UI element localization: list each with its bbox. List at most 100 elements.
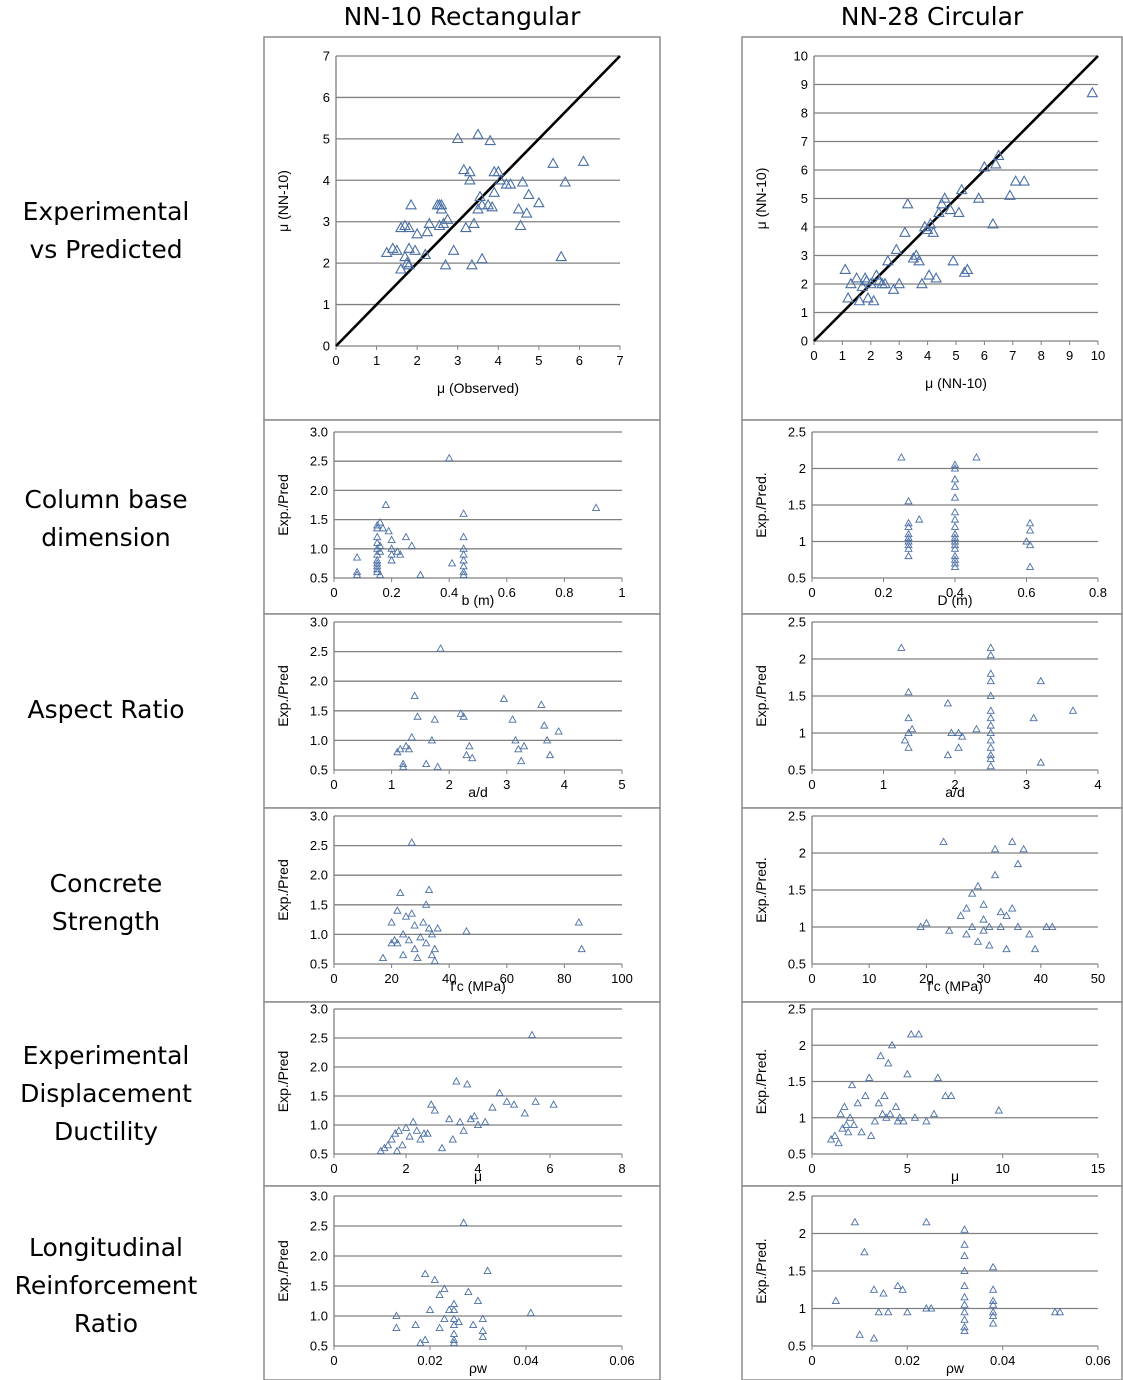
data-point xyxy=(413,712,422,720)
data-point xyxy=(445,453,454,462)
data-point xyxy=(950,493,960,501)
x-tick-label: 2 xyxy=(867,348,874,363)
x-tick-label: 0.6 xyxy=(498,585,516,600)
data-point xyxy=(1013,859,1023,868)
y-tick-label: 0.5 xyxy=(788,1147,806,1162)
y-tick-label: 2.5 xyxy=(788,1189,806,1204)
data-point xyxy=(452,1076,461,1085)
y-tick-label: 0.5 xyxy=(788,957,806,972)
data-point xyxy=(927,226,940,237)
data-point xyxy=(950,544,960,552)
x-tick-label: 3 xyxy=(454,353,461,368)
data-point xyxy=(478,1314,487,1322)
data-point xyxy=(427,950,437,959)
data-point xyxy=(1022,536,1031,545)
y-tick-label: 3.0 xyxy=(310,809,328,824)
data-point xyxy=(904,496,913,505)
x-axis-title: a/d xyxy=(945,784,964,800)
x-axis-title: f'c (MPa) xyxy=(927,978,983,994)
data-point xyxy=(436,644,445,652)
y-tick-label: 1 xyxy=(799,1110,806,1125)
data-point xyxy=(947,254,960,266)
data-point xyxy=(961,263,974,274)
data-point xyxy=(950,555,960,563)
x-tick-label: 5 xyxy=(904,1161,911,1176)
data-point xyxy=(427,1100,436,1108)
x-tick-label: 0 xyxy=(808,1353,815,1368)
data-point xyxy=(979,926,988,934)
data-point xyxy=(864,277,877,289)
y-tick-label: 1.0 xyxy=(310,1309,328,1324)
data-point xyxy=(895,1113,904,1121)
data-point xyxy=(986,706,995,714)
x-tick-label: 4 xyxy=(495,353,502,368)
data-point xyxy=(427,929,437,938)
x-tick-label: 0.2 xyxy=(383,585,401,600)
y-tick-label: 5 xyxy=(801,191,808,206)
data-point xyxy=(950,540,960,549)
data-point xyxy=(1055,1307,1065,1316)
data-point xyxy=(421,225,434,237)
data-point xyxy=(465,741,474,750)
data-point xyxy=(879,1288,888,1297)
data-point xyxy=(916,922,925,930)
data-point xyxy=(375,547,385,555)
data-point xyxy=(410,944,419,953)
data-point xyxy=(960,1315,969,1323)
data-point xyxy=(425,1305,435,1313)
y-tick-label: 2.5 xyxy=(788,809,806,824)
x-tick-label: 1 xyxy=(880,777,887,792)
data-point xyxy=(416,932,425,941)
data-point xyxy=(930,271,942,283)
data-point xyxy=(958,266,971,277)
data-point xyxy=(957,732,967,740)
data-point xyxy=(409,244,421,255)
data-point xyxy=(842,291,854,303)
data-point xyxy=(945,926,954,934)
y-tick-label: 3 xyxy=(323,214,330,229)
data-point xyxy=(547,157,559,168)
data-point xyxy=(526,1308,535,1316)
data-point xyxy=(862,291,874,303)
y-tick-label: 1.0 xyxy=(310,541,328,556)
y-tick-label: 4 xyxy=(801,220,808,235)
panel-frame xyxy=(741,36,1123,421)
x-tick-label: 0.06 xyxy=(1085,1353,1110,1368)
y-tick-label: 1.5 xyxy=(310,1089,328,1104)
y-tick-label: 7 xyxy=(323,49,330,64)
data-point xyxy=(423,1129,432,1137)
data-point xyxy=(407,541,416,549)
data-point xyxy=(540,721,549,729)
data-point xyxy=(929,1109,939,1118)
x-tick-label: 4 xyxy=(1094,777,1101,792)
y-tick-label: 1.0 xyxy=(310,733,328,748)
data-point xyxy=(1042,922,1051,930)
data-point xyxy=(504,178,517,189)
data-point xyxy=(435,1290,444,1298)
y-tick-label: 2 xyxy=(799,1038,806,1053)
y-tick-label: 1 xyxy=(799,1301,806,1316)
data-point xyxy=(494,173,507,185)
y-tick-label: 1.0 xyxy=(310,927,328,942)
data-point xyxy=(1068,706,1078,714)
chart-panel-circ-concrete: 0.5 1 1.5 2 2.5 0 10 20 30 40 50 f'c (MPa) Exp./Pred… xyxy=(741,807,1123,1003)
data-point xyxy=(989,157,1002,169)
y-tick-label: 0.5 xyxy=(310,1147,328,1162)
data-point xyxy=(545,750,555,759)
data-point xyxy=(879,277,891,289)
data-point xyxy=(381,500,391,508)
data-point xyxy=(421,1335,430,1343)
data-point xyxy=(1008,903,1017,912)
data-point xyxy=(935,197,948,209)
data-point xyxy=(954,728,963,736)
data-point xyxy=(865,1073,874,1081)
data-point xyxy=(404,935,414,944)
x-tick-label: 0 xyxy=(808,585,815,600)
data-point xyxy=(979,900,988,908)
panel-frame xyxy=(741,613,1123,809)
data-point xyxy=(907,724,917,733)
data-point xyxy=(464,173,476,185)
y-tick-label: 3.0 xyxy=(310,1002,328,1017)
data-point xyxy=(574,918,583,926)
data-point xyxy=(933,206,945,217)
